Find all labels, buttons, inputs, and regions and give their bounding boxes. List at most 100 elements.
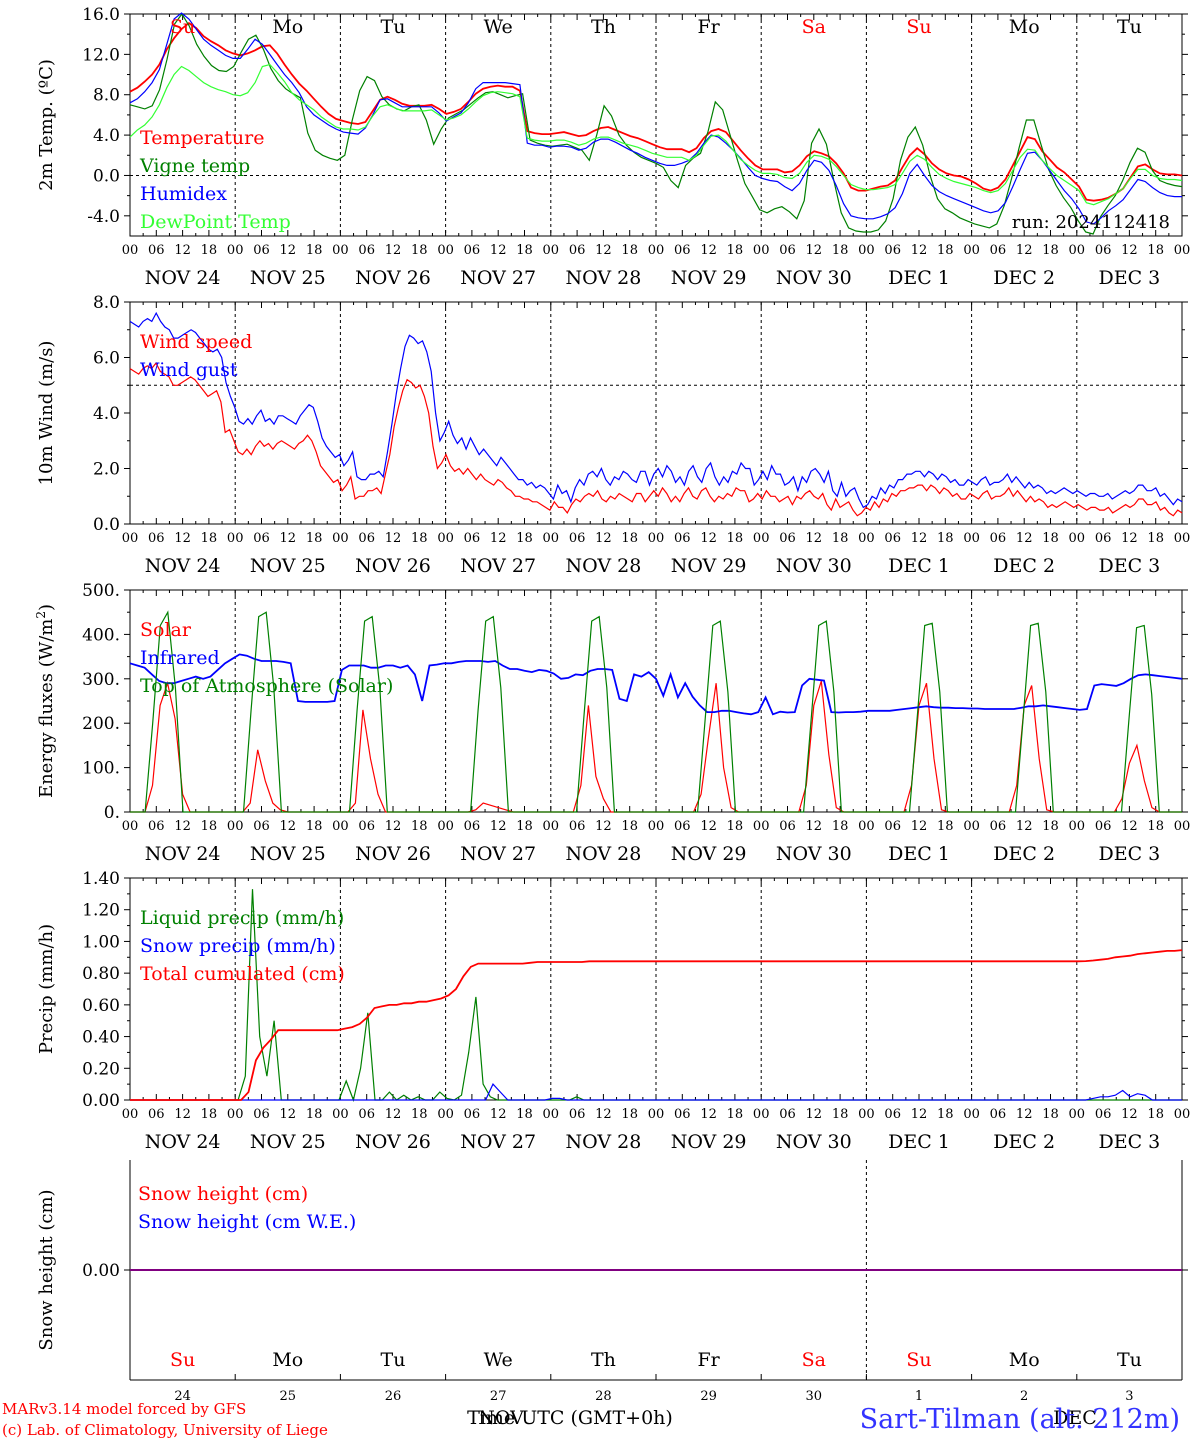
hour-tick-label: 06 (1095, 531, 1112, 546)
hour-tick-label: 12 (280, 531, 297, 546)
day-name: Tu (1117, 1349, 1142, 1371)
hour-tick-label: 00 (122, 243, 139, 258)
day-label: NOV 27 (460, 1131, 536, 1153)
y-tick-label: 0.40 (82, 1028, 120, 1048)
day-name: Tu (1117, 16, 1142, 38)
hour-tick-label: 12 (911, 819, 928, 834)
day-name: We (484, 1349, 513, 1371)
hour-tick-label: 18 (621, 1107, 638, 1122)
hour-tick-label: 00 (1174, 531, 1191, 546)
y-tick-label: 400. (82, 625, 120, 645)
hour-tick-label: 18 (201, 819, 218, 834)
hour-tick-label: 12 (1016, 531, 1033, 546)
day-label: NOV 28 (565, 843, 641, 865)
hour-tick-label: 18 (1147, 243, 1164, 258)
hour-tick-label: 00 (1069, 243, 1086, 258)
hour-tick-label: 00 (1174, 243, 1191, 258)
day-label: NOV 25 (250, 843, 326, 865)
hour-tick-label: 00 (1069, 1107, 1086, 1122)
hour-tick-label: 00 (648, 243, 665, 258)
day-number: 1 (915, 1389, 923, 1404)
hour-tick-label: 00 (437, 531, 454, 546)
legend-entry: Snow precip (mm/h) (140, 935, 336, 957)
hour-tick-label: 06 (884, 243, 901, 258)
day-name: Fr (697, 1349, 720, 1371)
day-number: 25 (280, 1389, 297, 1404)
hour-tick-label: 12 (385, 1107, 402, 1122)
hour-tick-label: 12 (595, 1107, 612, 1122)
hour-tick-label: 00 (963, 531, 980, 546)
hour-tick-label: 06 (253, 819, 270, 834)
y-tick-label: 300. (82, 670, 120, 690)
day-name: Th (591, 1349, 616, 1371)
y-tick-label: 0.20 (82, 1059, 120, 1079)
day-label: NOV 27 (460, 843, 536, 865)
hour-tick-label: 06 (674, 1107, 691, 1122)
day-label: NOV 29 (671, 267, 747, 289)
day-name: Su (170, 1349, 195, 1371)
legend-entry: Temperature (140, 127, 264, 149)
hour-tick-label: 18 (1147, 531, 1164, 546)
y-axis-label: Energy fluxes (W/m2) (34, 604, 57, 798)
hour-tick-label: 06 (253, 531, 270, 546)
y-tick-label: 16.0 (82, 5, 120, 25)
legend-entry: Wind speed (140, 331, 252, 353)
day-label: NOV 26 (355, 843, 431, 865)
hour-tick-label: 00 (753, 819, 770, 834)
hour-tick-label: 00 (963, 243, 980, 258)
hour-tick-label: 00 (437, 819, 454, 834)
hour-tick-label: 12 (385, 243, 402, 258)
hour-tick-label: 00 (227, 1107, 244, 1122)
station-label: Sart-Tilman (alt. 212m) (860, 1404, 1180, 1435)
hour-tick-label: 12 (174, 819, 191, 834)
hour-tick-label: 00 (858, 531, 875, 546)
hour-tick-label: 12 (385, 819, 402, 834)
hour-tick-label: 06 (569, 243, 586, 258)
hour-tick-label: 18 (516, 1107, 533, 1122)
hour-tick-label: 00 (963, 1107, 980, 1122)
y-axis-label: Precip (mm/h) (36, 924, 57, 1054)
day-number: 3 (1125, 1389, 1133, 1404)
day-name: Tu (381, 16, 406, 38)
hour-tick-label: 06 (884, 819, 901, 834)
series-line-snow-precip-mm-h- (130, 1083, 1182, 1101)
day-label: DEC 1 (888, 843, 950, 865)
hour-tick-label: 00 (227, 819, 244, 834)
day-number: 26 (385, 1389, 402, 1404)
hour-tick-label: 12 (280, 243, 297, 258)
hour-tick-label: 18 (621, 531, 638, 546)
y-tick-label: 0.0 (93, 515, 120, 535)
hour-tick-label: 06 (779, 819, 796, 834)
hour-tick-label: 06 (779, 1107, 796, 1122)
footer-credit: (c) Lab. of Climatology, University of L… (2, 1421, 328, 1439)
y-tick-label: 0.60 (82, 996, 120, 1016)
hour-tick-label: 18 (832, 243, 849, 258)
day-name: Su (170, 16, 195, 38)
day-label: DEC 1 (888, 1131, 950, 1153)
hour-tick-label: 18 (727, 1107, 744, 1122)
day-name: Mo (1009, 16, 1040, 38)
hour-tick-label: 18 (411, 1107, 428, 1122)
hour-tick-label: 06 (674, 531, 691, 546)
legend-entry: Humidex (140, 183, 227, 205)
hour-tick-label: 06 (464, 243, 481, 258)
hour-tick-label: 18 (201, 531, 218, 546)
hour-tick-label: 12 (1121, 819, 1138, 834)
hour-tick-label: 18 (201, 1107, 218, 1122)
y-tick-label: 1.40 (82, 869, 120, 889)
series-line-vigne-temp (129, 12, 1183, 235)
hour-tick-label: 00 (227, 243, 244, 258)
day-label: NOV 25 (250, 1131, 326, 1153)
hour-tick-label: 18 (832, 1107, 849, 1122)
hour-tick-label: 00 (1174, 819, 1191, 834)
legend-entry: Wind gust (140, 359, 238, 381)
day-label: NOV 24 (145, 555, 221, 577)
hour-tick-label: 18 (621, 243, 638, 258)
hour-tick-label: 18 (727, 531, 744, 546)
hour-tick-label: 12 (490, 1107, 507, 1122)
day-label: NOV 24 (145, 1131, 221, 1153)
hour-tick-label: 18 (1042, 819, 1059, 834)
hour-tick-label: 12 (806, 531, 823, 546)
hour-tick-label: 00 (543, 819, 560, 834)
